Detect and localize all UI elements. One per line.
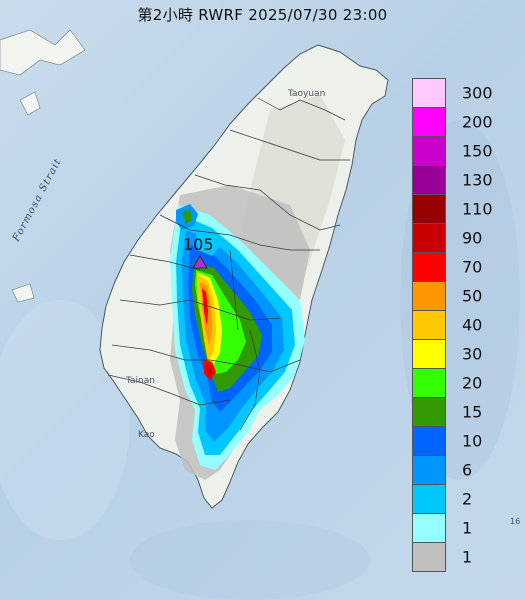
legend-label: 2 <box>462 489 473 508</box>
max-rain-value: 105 <box>183 235 214 254</box>
legend-swatch <box>412 426 446 456</box>
legend-swatch <box>412 455 446 485</box>
legend-label: 300 <box>462 83 493 102</box>
legend-label: 30 <box>462 344 483 363</box>
legend-label: 130 <box>462 170 493 189</box>
legend-swatch <box>412 310 446 340</box>
legend-swatch <box>412 223 446 253</box>
legend-label: 6 <box>462 460 473 479</box>
tainan-label: Tainan <box>125 376 155 386</box>
legend-label: 15 <box>462 402 483 421</box>
legend-swatch <box>412 513 446 543</box>
legend-swatch <box>412 368 446 398</box>
strait-label: Formosa Strait <box>10 156 64 244</box>
legend-label: 10 <box>462 431 483 450</box>
max-rain-marker-icon <box>192 255 208 269</box>
legend-swatch <box>412 281 446 311</box>
legend-swatch <box>412 107 446 137</box>
legend-swatch <box>412 78 446 108</box>
edge-label: 16 <box>510 517 520 526</box>
legend-label: 110 <box>462 199 493 218</box>
rainfall-field <box>170 204 305 470</box>
legend-label: 20 <box>462 373 483 392</box>
legend-swatch <box>412 542 446 572</box>
legend-swatch <box>412 136 446 166</box>
legend-label: 40 <box>462 315 483 334</box>
map-title: 第2小時 RWRF 2025/07/30 23:00 <box>137 6 388 24</box>
legend-label: 150 <box>462 141 493 160</box>
legend-label: 1 <box>462 518 473 537</box>
legend-swatch <box>412 397 446 427</box>
legend-swatch <box>412 252 446 282</box>
legend-swatch <box>412 194 446 224</box>
legend-swatch <box>412 484 446 514</box>
county-boundaries <box>107 97 350 431</box>
legend-swatch <box>412 165 446 195</box>
legend-label: 90 <box>462 228 483 247</box>
legend-label: 70 <box>462 257 483 276</box>
mainland-coast <box>0 29 86 76</box>
kaohsiung-label: Kao <box>138 430 155 440</box>
legend-label: 200 <box>462 112 493 131</box>
taoyuan-label: Taoyuan <box>287 89 325 99</box>
legend-label: 50 <box>462 286 483 305</box>
legend-label: 1 <box>462 547 473 566</box>
legend-swatch <box>412 339 446 369</box>
